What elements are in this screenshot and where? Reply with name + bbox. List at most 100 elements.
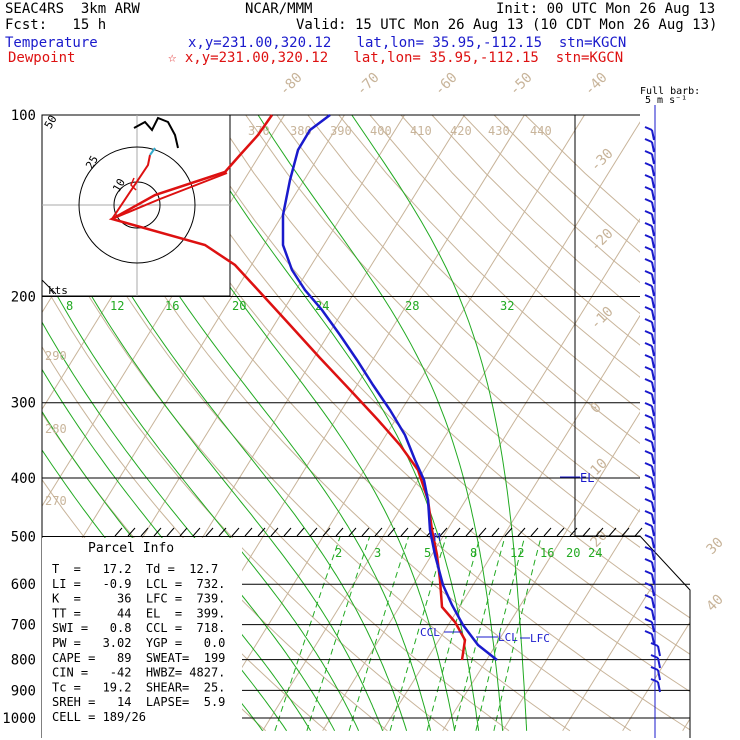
hodograph-trace-hook xyxy=(130,177,137,191)
hatch-mark xyxy=(634,527,643,537)
mixing-ratio-12 xyxy=(426,536,481,731)
dry-adiabat-390 xyxy=(276,115,690,732)
wind-barb-flag xyxy=(644,366,653,371)
mixing-ratio-label-2-7: 2 xyxy=(335,546,342,560)
wind-barb-flag xyxy=(644,630,653,635)
hatch-mark xyxy=(452,527,461,537)
wind-barb-staff xyxy=(651,477,655,489)
hatch-mark xyxy=(608,527,617,537)
isotherm-0 xyxy=(322,115,690,732)
dry-adiabat-420 xyxy=(369,115,690,732)
wind-barb-flag xyxy=(644,546,653,551)
wind-barb-flag xyxy=(644,294,653,299)
hodograph-ring-label-25: 25 xyxy=(83,153,101,171)
hatch-mark xyxy=(127,527,136,537)
theta-label-440-7: 440 xyxy=(530,124,552,138)
wind-barb-staff xyxy=(651,489,655,501)
mixing-ratio-label-20-3: 20 xyxy=(232,299,246,313)
wind-barbs xyxy=(644,105,661,738)
hatch-mark xyxy=(569,527,578,537)
valid-time: Valid: 15 UTC Mon 26 Aug 13 (10 CDT Mon … xyxy=(296,17,718,33)
hodograph-corner-tick xyxy=(41,279,57,295)
hatch-mark xyxy=(439,527,448,537)
wind-barb-staff xyxy=(651,429,655,441)
wind-barb-flag xyxy=(644,534,653,539)
hatch-mark xyxy=(361,527,370,537)
full-barb-units: 5 m s⁻¹ xyxy=(645,95,688,106)
wind-barb-flag xyxy=(644,450,653,455)
wind-barb-flag xyxy=(644,498,653,503)
hatch-mark xyxy=(400,527,409,537)
wind-barb-staff xyxy=(651,213,655,225)
hatch-mark xyxy=(166,527,175,537)
wind-barb-staff xyxy=(651,333,655,345)
hatch-mark xyxy=(270,527,279,537)
hatch-mark xyxy=(335,527,344,537)
parcel-row-3: TT = 44 EL = 399. xyxy=(52,606,225,620)
wind-barb-flag xyxy=(644,330,653,335)
wind-barb-flag xyxy=(644,282,653,287)
moist-adiabat-34 xyxy=(351,115,528,731)
mixing-ratio-label-12-1: 12 xyxy=(110,299,124,313)
wind-barb-staff xyxy=(657,681,661,693)
wind-barb-staff xyxy=(651,297,655,309)
wind-barb-staff xyxy=(651,585,655,597)
temperature-location: x,y=231.00,320.12 lat,lon= 35.95,-112.15… xyxy=(188,35,627,51)
isotherm-label--10: -10 xyxy=(588,304,617,333)
wind-barb-staff xyxy=(651,549,655,561)
mixing-ratio-label-5-9: 5 xyxy=(424,546,431,560)
wind-barb-flag xyxy=(644,522,653,527)
mixing-ratio-label-12-11: 12 xyxy=(510,546,524,560)
center-name: NCAR/MMM xyxy=(245,1,313,17)
hodograph-ring-label-50: 50 xyxy=(42,113,60,131)
parcel-row-4: SWI = 0.8 CCL = 718. xyxy=(52,621,225,635)
wind-barb-flag xyxy=(644,270,653,275)
hatch-mark xyxy=(231,527,240,537)
hatch-mark xyxy=(582,527,591,537)
wind-barb-staff xyxy=(651,285,655,297)
hatch-mark xyxy=(478,527,487,537)
parcel-row-1: LI = -0.9 LCL = 732. xyxy=(52,577,225,591)
wind-barb-staff xyxy=(651,501,655,513)
mixing-ratio-label-24-14: 24 xyxy=(588,546,602,560)
pressure-label-900: 900 xyxy=(11,683,36,699)
wind-barb-staff xyxy=(651,573,655,585)
dry-adiabat-470 xyxy=(524,115,690,732)
wind-barb-staff xyxy=(657,669,661,681)
parcel-row-2: K = 36 LFC = 739. xyxy=(52,592,225,606)
wind-barb-staff xyxy=(651,393,655,405)
wind-barb-staff xyxy=(651,609,655,621)
mixing-ratio-label-32-6: 32 xyxy=(500,299,514,313)
wind-barb-flag xyxy=(644,378,653,383)
hatch-mark xyxy=(374,527,383,537)
wind-barb-staff xyxy=(651,153,655,165)
hatch-mark xyxy=(309,527,318,537)
full-barb-label: Full barb: xyxy=(640,86,701,97)
isotherm-label--20: -20 xyxy=(588,226,617,255)
hatch-mark xyxy=(465,527,474,537)
m-marker: M xyxy=(434,531,441,544)
parcel-row-8: Tc = 19.2 SHEAR= 25. xyxy=(52,680,225,694)
wind-barb-staff xyxy=(651,129,655,141)
pressure-label-500: 500 xyxy=(11,529,36,545)
mixing-ratio-label-3-8: 3 xyxy=(374,546,381,560)
moist-adiabat-14 xyxy=(42,115,408,731)
wind-barb-flag xyxy=(644,306,653,311)
dry-adiabat-300 xyxy=(42,115,510,732)
hatch-mark xyxy=(322,527,331,537)
wind-barb-flag xyxy=(644,162,653,167)
hatch-mark xyxy=(595,527,604,537)
pressure-labels: 100 200 300 400 500 600 700 800 900 1000 xyxy=(2,108,36,727)
wind-barb-flag xyxy=(644,510,653,515)
wind-barb-flag xyxy=(644,390,653,395)
wind-barb-flag xyxy=(644,414,653,419)
mixing-ratio-labels: 8 12 16 20 24 28 32 2 3 5 8 12 16 20 24 xyxy=(66,299,602,560)
wind-barb-staff xyxy=(651,357,655,369)
wind-barb-flag xyxy=(644,222,653,227)
mixing-ratio-16 xyxy=(453,536,506,731)
pressure-label-300: 300 xyxy=(11,396,36,412)
theta-label-270-10: 270 xyxy=(45,494,67,508)
wind-barb-flag xyxy=(644,354,653,359)
